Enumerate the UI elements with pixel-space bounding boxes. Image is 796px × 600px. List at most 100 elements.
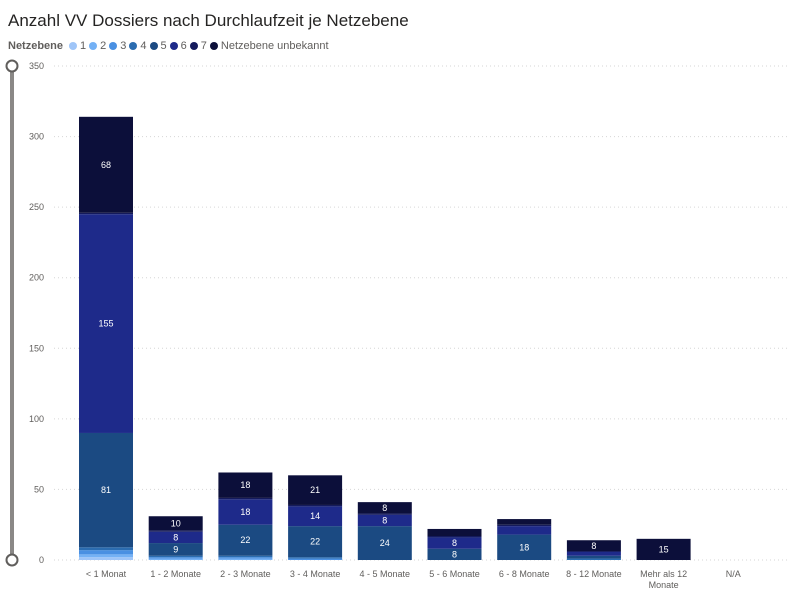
bars — [79, 116, 691, 560]
bar-segment[interactable] — [218, 524, 273, 556]
legend-item[interactable]: 1 — [69, 40, 86, 52]
legend-label: 4 — [140, 40, 147, 52]
x-tick-label: 4 - 5 Monate — [360, 569, 411, 579]
bar-segment[interactable] — [148, 555, 203, 558]
data-label: 8 — [591, 541, 596, 551]
x-tick-label: Mehr als 12 Monate — [640, 569, 687, 590]
bar-segment[interactable] — [288, 506, 343, 527]
data-label: 21 — [310, 485, 320, 495]
bar-segment[interactable] — [79, 550, 133, 555]
data-label: 18 — [240, 507, 250, 517]
slider-handle-bottom[interactable] — [5, 553, 19, 567]
bar-segment[interactable] — [636, 538, 691, 560]
bar-segment[interactable] — [218, 558, 273, 560]
legend-item[interactable]: 4 — [129, 40, 147, 52]
legend: Netzebene 1 2 3 4 5 6 7 Netzebene unbekannt — [8, 39, 332, 53]
legend-label: 7 — [200, 40, 207, 52]
x-tick-label: 6 - 8 Monate — [499, 569, 550, 579]
legend-title: Netzebene — [8, 40, 64, 52]
x-tick-label: 1 - 2 Monate — [150, 569, 201, 579]
legend-label: Netzebene unbekannt — [220, 40, 329, 52]
legend-dot — [109, 42, 118, 50]
bar-segment[interactable] — [427, 528, 482, 537]
bar-segment[interactable] — [566, 558, 621, 560]
legend-dot — [209, 42, 218, 50]
x-tick-label: N/A — [726, 569, 741, 579]
slider-handle-top[interactable] — [5, 59, 19, 73]
bar-segment[interactable] — [79, 557, 133, 560]
legend-dot — [89, 42, 98, 50]
bar-segment[interactable] — [79, 432, 133, 548]
legend-item[interactable]: Netzebene unbekannt — [209, 40, 329, 52]
y-tick-label: 300 — [29, 132, 44, 142]
bar-segment[interactable] — [148, 530, 203, 532]
y-range-slider[interactable] — [5, 59, 19, 567]
bar-segment[interactable] — [357, 502, 412, 514]
gridlines — [54, 65, 788, 561]
y-tick-label: 0 — [39, 555, 44, 565]
bar-segment[interactable] — [288, 475, 343, 505]
data-label: 68 — [101, 160, 111, 170]
data-label: 8 — [452, 538, 457, 548]
bar-segment[interactable] — [288, 558, 343, 560]
bar-segment[interactable] — [427, 536, 482, 538]
legend-item[interactable]: 6 — [169, 40, 187, 52]
legend-item[interactable]: 2 — [89, 40, 106, 52]
bar-segment[interactable] — [288, 557, 343, 559]
data-label: 10 — [171, 518, 181, 528]
bar-segment[interactable] — [427, 548, 482, 560]
bar-segment[interactable] — [79, 214, 133, 433]
bar-segment[interactable] — [79, 116, 133, 213]
bar-segment[interactable] — [218, 497, 273, 500]
legend-item[interactable]: 5 — [149, 40, 167, 52]
bar-segment[interactable] — [148, 516, 203, 531]
bar-segment[interactable] — [79, 212, 133, 215]
bar-segment[interactable] — [566, 551, 621, 556]
bar-segment[interactable] — [497, 534, 552, 560]
legend-dot — [189, 42, 198, 50]
bar-segment[interactable] — [497, 526, 552, 535]
x-tick-label: 5 - 6 Monate — [429, 569, 480, 579]
legend-label: 3 — [120, 40, 127, 52]
data-label: 8 — [382, 503, 387, 513]
bar-segment[interactable] — [148, 557, 203, 559]
data-label: 24 — [380, 538, 390, 548]
bar-segment[interactable] — [427, 537, 482, 549]
bar-segment[interactable] — [497, 519, 552, 525]
bar-segment[interactable] — [79, 547, 133, 551]
chart-title: Anzahl VV Dossiers nach Durchlaufzeit je… — [8, 11, 409, 30]
legend-dot — [69, 42, 78, 50]
bar-segment[interactable] — [218, 499, 273, 525]
legend-item[interactable]: 7 — [189, 40, 207, 52]
data-label: 8 — [382, 515, 387, 525]
bar-segment[interactable] — [357, 513, 412, 515]
bar-segment[interactable] — [148, 531, 203, 544]
bar-segment[interactable] — [218, 557, 273, 559]
y-tick-label: 350 — [29, 61, 44, 71]
bar-segment[interactable] — [148, 558, 203, 560]
bar-segment[interactable] — [357, 526, 412, 560]
y-tick-label: 50 — [34, 484, 44, 494]
bar-segment[interactable] — [218, 472, 273, 498]
bar-segment[interactable] — [148, 543, 203, 556]
data-label: 155 — [98, 319, 113, 329]
bar-segment[interactable] — [288, 504, 343, 507]
x-axis: < 1 Monat 1 - 2 Monate 2 - 3 Monate 3 - 4 M… — [86, 569, 741, 590]
data-label: 8 — [452, 549, 457, 559]
data-label: 8 — [173, 532, 178, 542]
bar-segment[interactable] — [357, 514, 412, 527]
bar-segment[interactable] — [566, 540, 621, 552]
bar-segment[interactable] — [497, 524, 552, 527]
bar-segment[interactable] — [79, 554, 133, 558]
legend-dot — [129, 42, 138, 50]
y-tick-label: 100 — [29, 414, 44, 424]
data-label: 18 — [240, 480, 250, 490]
legend-item[interactable]: 3 — [109, 40, 126, 52]
legend-dot — [149, 42, 158, 50]
bar-segment[interactable] — [566, 555, 621, 559]
bar-segment[interactable] — [288, 526, 343, 558]
data-label: 14 — [310, 511, 320, 521]
bar-segment[interactable] — [218, 555, 273, 558]
